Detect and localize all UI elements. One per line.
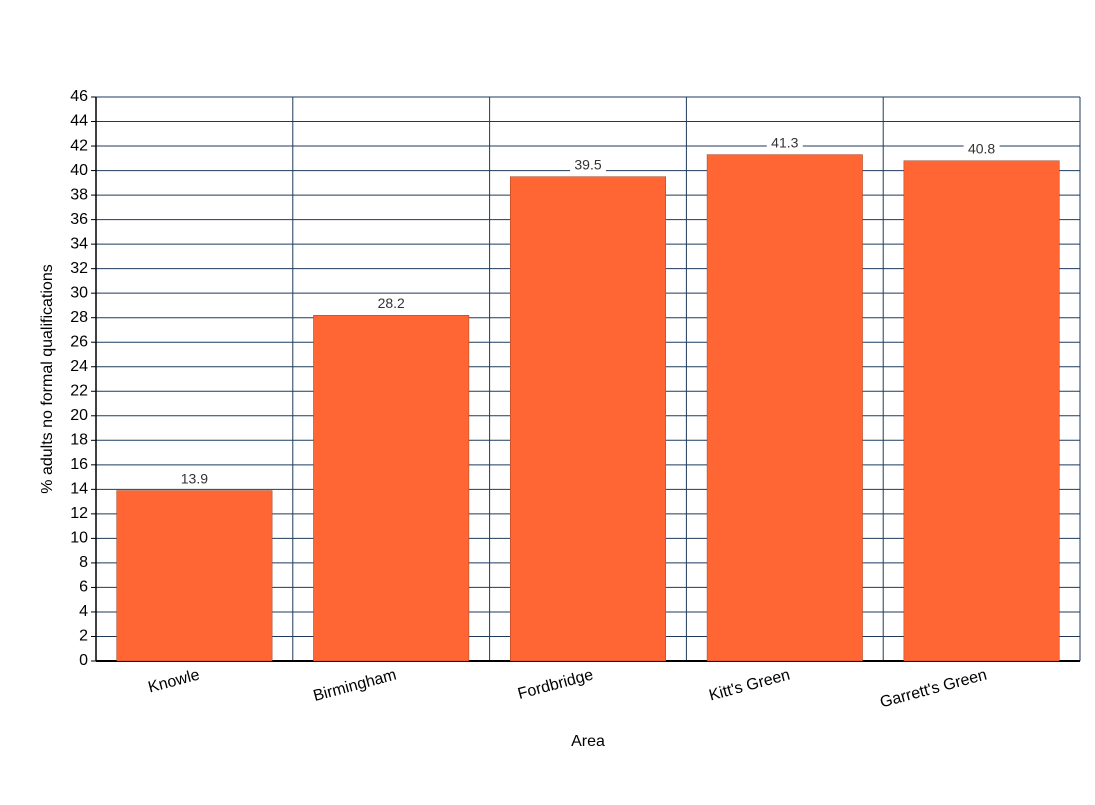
value-label-bg xyxy=(176,470,213,488)
bar xyxy=(313,314,470,662)
y-tick-label: 46 xyxy=(70,88,88,105)
y-tick-label: 30 xyxy=(70,284,88,301)
x-tick-label: Garrett's Green xyxy=(878,667,988,712)
y-tick-label: 40 xyxy=(70,162,88,179)
value-label-bg xyxy=(963,140,1000,158)
y-tick-label: 20 xyxy=(70,407,88,424)
value-label-bg xyxy=(373,295,410,313)
y-tick-label: 24 xyxy=(70,358,88,375)
y-tick-label: 10 xyxy=(70,530,88,547)
y-tick-label: 38 xyxy=(70,186,88,203)
x-tick-label: Birmingham xyxy=(311,667,398,706)
y-tick-label: 44 xyxy=(70,113,88,130)
bar xyxy=(116,490,273,662)
y-axis-label: % adults no formal qualifications xyxy=(39,264,56,493)
y-tick-label: 22 xyxy=(70,382,88,399)
y-tick-label: 8 xyxy=(79,554,88,571)
bar xyxy=(510,176,666,662)
value-label-bg xyxy=(570,156,606,174)
value-label: 28.2 xyxy=(378,295,405,311)
y-tick-label: 2 xyxy=(79,628,88,645)
y-tick-label: 26 xyxy=(70,333,88,350)
y-tick-label: 18 xyxy=(70,432,88,449)
bar xyxy=(706,154,863,662)
x-tick-label: Fordbridge xyxy=(516,666,595,702)
x-axis-label: Area xyxy=(571,733,605,750)
value-label: 39.5 xyxy=(574,156,601,172)
y-tick-label: 4 xyxy=(79,603,88,620)
y-tick-label: 0 xyxy=(79,652,88,669)
value-label: 13.9 xyxy=(181,470,208,486)
y-tick-label: 28 xyxy=(70,309,88,326)
value-label-bg xyxy=(766,134,803,152)
y-tick-label: 16 xyxy=(70,456,88,473)
y-tick-label: 14 xyxy=(70,481,88,498)
y-tick-label: 34 xyxy=(70,235,88,252)
y-tick-label: 6 xyxy=(79,579,88,596)
y-tick-label: 12 xyxy=(70,505,88,522)
y-tick-label: 36 xyxy=(70,211,88,228)
x-tick-label: Knowle xyxy=(146,666,201,696)
value-label: 40.8 xyxy=(968,140,995,156)
y-tick-label: 32 xyxy=(70,260,88,277)
bar xyxy=(903,160,1060,662)
x-tick-label: Kitt's Green xyxy=(707,667,792,705)
value-label: 41.3 xyxy=(771,134,798,150)
y-tick-label: 42 xyxy=(70,137,88,154)
